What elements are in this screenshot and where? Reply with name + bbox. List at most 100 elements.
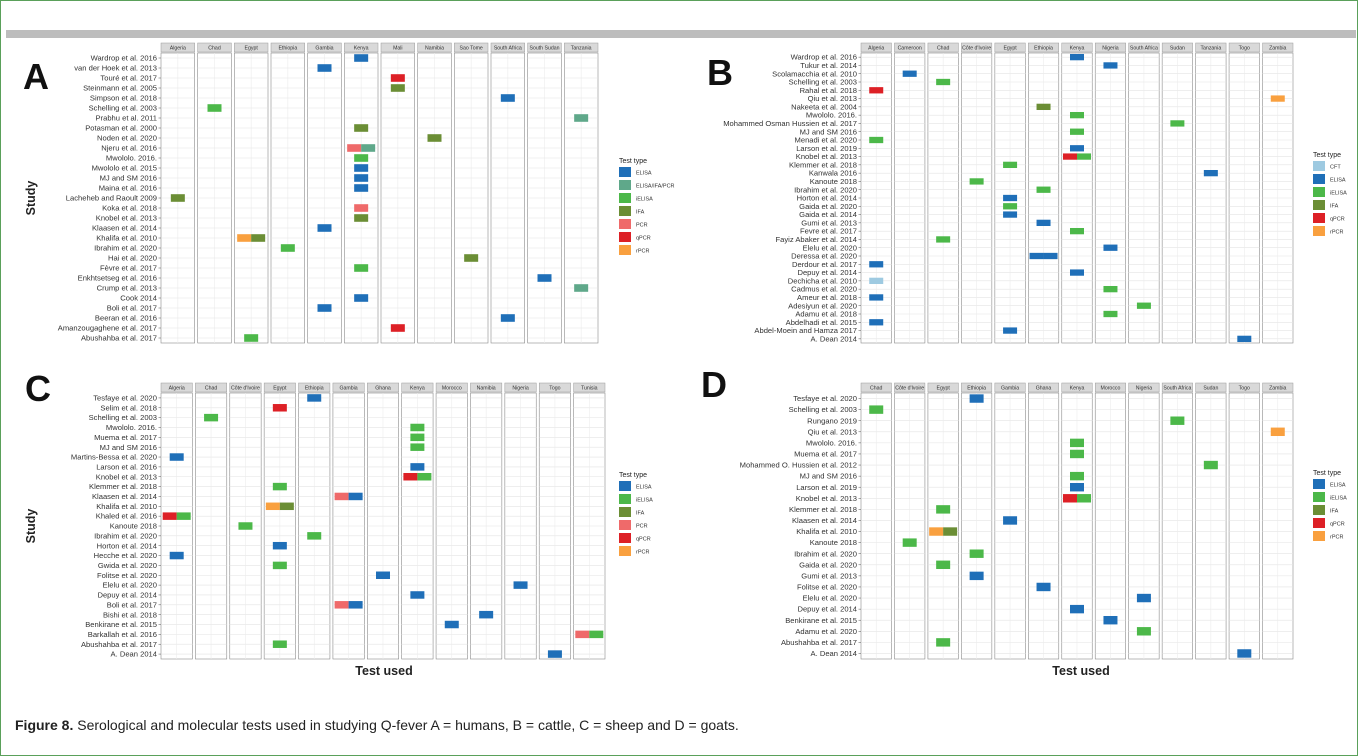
facet-strip xyxy=(961,382,993,393)
heat-cell xyxy=(403,472,418,481)
legend-label: PCR xyxy=(636,223,648,229)
study-tick-label: Mohammed O. Hussien et al. 2012 xyxy=(740,461,857,470)
study-tick-label: Folitse et al. 2020 xyxy=(97,571,157,580)
study-tick-label: MJ and SM 2016 xyxy=(100,174,157,183)
heat-cell xyxy=(969,178,984,185)
heat-cell xyxy=(574,284,589,292)
facet-label: Nigeria xyxy=(1136,386,1153,392)
study-tick-label: Ibrahim et al. 2020 xyxy=(794,549,857,558)
study-tick-label: Ibrahim et al. 2020 xyxy=(94,531,157,540)
heat-cell xyxy=(1003,211,1018,218)
heat-cell xyxy=(969,571,984,581)
facet-strip xyxy=(573,382,606,393)
heat-cell xyxy=(1029,252,1044,260)
facet-strip xyxy=(380,42,415,53)
study-tick-label: Cook 2014 xyxy=(120,294,157,303)
heat-cell xyxy=(1136,302,1151,309)
heat-cell xyxy=(936,236,951,243)
legend-swatch xyxy=(1313,161,1325,171)
legend-label: IFA xyxy=(636,511,645,517)
legend-swatch xyxy=(1313,187,1325,197)
study-tick-label: Adamu et al. 2018 xyxy=(795,310,857,319)
facet-strip xyxy=(1228,42,1260,53)
study-tick-label: Koka et al. 2018 xyxy=(102,204,157,213)
study-tick-label: MJ and SM 2016 xyxy=(100,443,157,452)
facet-label: Gambia xyxy=(1001,386,1019,392)
study-tick-label: Adamu et al. 2020 xyxy=(795,627,857,636)
heat-cell xyxy=(1003,194,1018,202)
heat-cell xyxy=(251,234,266,242)
study-tick-label: MJ and SM 2016 xyxy=(800,472,857,481)
heat-cell xyxy=(1070,449,1084,459)
study-tick-label: Klemmer et al. 2018 xyxy=(89,482,157,491)
study-tick-label: Depuy et al. 2014 xyxy=(797,605,857,614)
study-tick-label: Tesfaye et al. 2020 xyxy=(93,394,157,403)
heat-cell xyxy=(348,601,363,609)
facet-strip xyxy=(1262,382,1294,393)
heat-cell xyxy=(348,492,363,501)
facet-label: South Sudan xyxy=(530,46,560,52)
study-tick-label: Schelling et al. 2003 xyxy=(789,405,857,414)
facet-strip xyxy=(234,42,269,53)
facet-strip xyxy=(527,42,562,53)
heat-cell xyxy=(417,472,432,481)
facet-strip xyxy=(994,382,1026,393)
heat-cell xyxy=(1270,95,1285,102)
heat-cell xyxy=(361,144,376,152)
facet-label: Côte d'Ivoire xyxy=(231,386,260,392)
heat-cell xyxy=(272,482,287,491)
facet-strip xyxy=(1028,382,1060,393)
heat-cell xyxy=(317,64,332,72)
legend-label: iELISA xyxy=(636,498,653,504)
heat-cell xyxy=(390,74,405,82)
study-tick-label: Larson et al. 2019 xyxy=(796,144,857,153)
legend-swatch xyxy=(619,219,631,229)
facet-strip xyxy=(1128,42,1160,53)
legend-title: Test type xyxy=(619,158,647,165)
heat-cell xyxy=(1003,516,1018,525)
facet-label: Côte d'Ivoire xyxy=(895,386,924,392)
heat-cell xyxy=(390,84,405,92)
heat-cell xyxy=(237,234,252,242)
heat-cell xyxy=(410,591,425,599)
heat-cell xyxy=(280,244,295,252)
facet-label: Chad xyxy=(870,386,883,392)
heat-cell xyxy=(936,560,951,570)
study-tick-label: Benkirane et al. 2015 xyxy=(785,616,857,625)
study-tick-label: Abdel-Moein and Hamza 2017 xyxy=(754,326,857,335)
study-tick-label: Mwololo. 2016. xyxy=(806,111,857,120)
facet-label: Chad xyxy=(208,46,221,52)
study-tick-label: Bishi et al. 2018 xyxy=(103,610,157,619)
legend: Test type ELISA iELISA IFA qPCR rPCR xyxy=(1313,470,1347,541)
heat-cell xyxy=(929,527,944,536)
heat-cell xyxy=(1270,427,1285,437)
study-tick-label: Klemmer et al. 2018 xyxy=(789,505,857,514)
heat-cell xyxy=(1003,327,1018,334)
figure-caption: Figure 8. Serological and molecular test… xyxy=(15,717,739,733)
study-tick-label: Ibrahim et al. 2020 xyxy=(794,185,857,194)
facet-label: Morocco xyxy=(1101,386,1121,392)
facet-label: Sudan xyxy=(1203,386,1218,392)
study-tick-label: Steinmann et al. 2005 xyxy=(83,84,157,93)
heat-cell xyxy=(1170,416,1185,425)
facet-label: Algeria xyxy=(868,46,884,52)
legend-label: rPCR xyxy=(1330,230,1343,236)
legend-label: iELISA xyxy=(636,197,653,203)
facet-label: Algeria xyxy=(169,386,185,392)
facet-strip xyxy=(1061,42,1093,53)
facet-strip xyxy=(1228,382,1260,393)
heat-cell xyxy=(1070,438,1084,448)
facet-label: Sudan xyxy=(1170,46,1185,52)
legend-label: iELISA xyxy=(1330,191,1347,197)
heat-cell xyxy=(1103,244,1118,251)
legend-swatch xyxy=(1313,213,1325,223)
study-tick-label: Mwololo. 2016. xyxy=(806,438,857,447)
study-tick-label: Lacheheb and Raoult 2009 xyxy=(66,194,157,203)
legend-swatch xyxy=(1313,174,1325,184)
legend-swatch xyxy=(1313,226,1325,236)
study-tick-label: Nakeeta et al. 2004 xyxy=(791,102,857,111)
facet-strip xyxy=(435,382,468,393)
facet-label: Ghana xyxy=(1036,386,1052,392)
heat-cell xyxy=(354,164,369,172)
heat-cell xyxy=(444,620,459,629)
